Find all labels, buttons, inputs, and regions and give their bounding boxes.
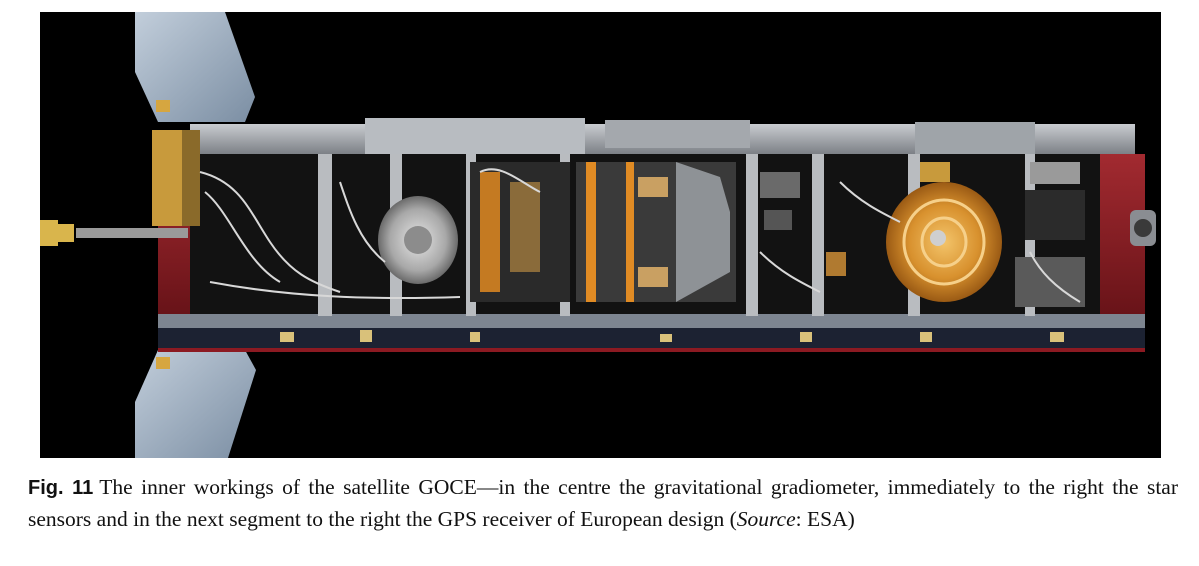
figure-label: Fig. 11 — [28, 477, 94, 499]
caption-source-label: Source — [736, 507, 796, 531]
gps-receiver — [1015, 162, 1085, 307]
satellite-illustration — [40, 12, 1161, 458]
gravitational-gradiometer — [470, 162, 736, 302]
wiring — [199, 168, 1081, 303]
solar-panel-bottom — [135, 350, 256, 458]
rear-end — [1130, 210, 1156, 246]
front-boom — [40, 220, 188, 246]
silver-tank — [378, 196, 458, 284]
caption-text: The inner workings of the satellite GOCE… — [28, 475, 1178, 531]
front-ring — [152, 130, 200, 226]
caption-source-value: : ESA) — [795, 507, 855, 531]
hull-markings — [280, 330, 1064, 342]
solar-panel-top — [135, 12, 255, 122]
gold-tank — [886, 162, 1002, 302]
star-sensors — [760, 172, 846, 276]
figure-caption: Fig. 11 The inner workings of the satelli… — [28, 472, 1178, 535]
